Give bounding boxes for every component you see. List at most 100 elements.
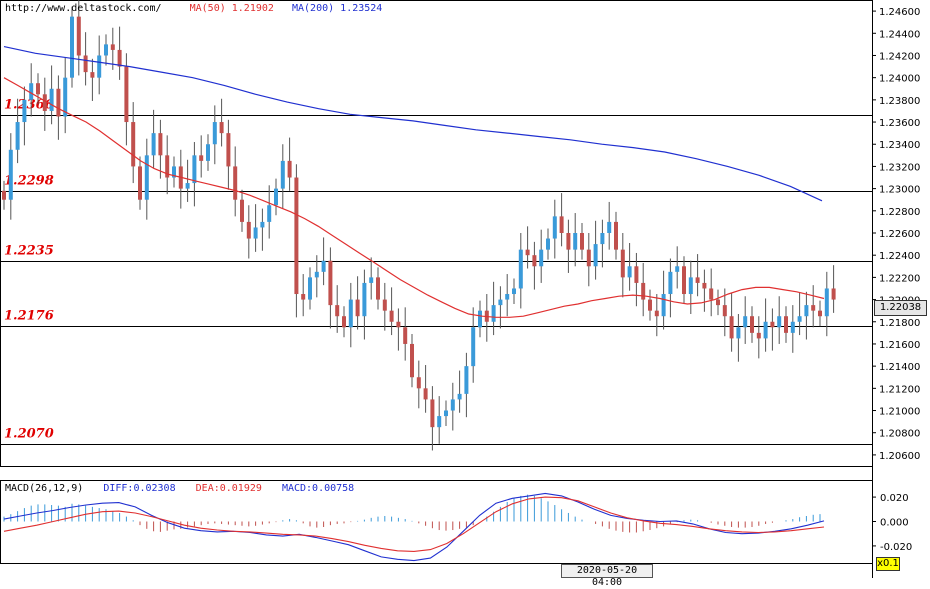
candle-109 (743, 296, 748, 344)
candle-0 (2, 180, 6, 210)
level-label-0: 1.2366 (4, 98, 54, 113)
candle-49 (335, 285, 340, 333)
candle-106 (722, 288, 727, 337)
price-tick-20: 1.20600 (879, 451, 920, 462)
candle-119 (811, 285, 816, 328)
candlesticks (2, 0, 836, 451)
candle-22 (151, 109, 156, 169)
candle-66 (450, 382, 455, 431)
candle-76 (518, 233, 523, 309)
candle-4 (29, 63, 34, 117)
price-tick-16: 1.21400 (879, 362, 920, 373)
candle-88 (600, 219, 605, 268)
candle-53 (362, 269, 367, 340)
candle-67 (457, 370, 462, 413)
candle-93 (634, 252, 639, 307)
candle-54 (369, 257, 374, 300)
moving-average-lines (3, 46, 825, 318)
candle-33 (226, 119, 231, 190)
candle-51 (348, 282, 353, 348)
candle-87 (593, 220, 598, 280)
candle-81 (552, 199, 557, 259)
candle-34 (233, 146, 238, 217)
candle-104 (709, 268, 714, 317)
candle-85 (580, 223, 584, 260)
price-tick-5: 1.23600 (879, 118, 920, 129)
candle-23 (158, 119, 163, 179)
candle-113 (770, 308, 775, 351)
price-tick-1: 1.24400 (879, 29, 920, 40)
candle-110 (750, 306, 754, 343)
candle-47 (321, 237, 326, 286)
candle-100 (682, 256, 686, 305)
candle-60 (410, 333, 414, 388)
candle-39 (267, 185, 272, 239)
candle-42 (287, 137, 292, 191)
candle-97 (661, 270, 666, 330)
dea-line (3, 496, 825, 552)
candle-8 (56, 75, 61, 140)
candle-24 (165, 135, 170, 195)
candle-80 (546, 228, 550, 260)
candle-40 (274, 178, 278, 216)
candle-44 (301, 274, 306, 317)
candle-114 (777, 296, 782, 344)
candle-64 (437, 396, 442, 444)
candle-86 (586, 233, 591, 287)
level-label-1: 1.2298 (4, 174, 54, 189)
candle-82 (559, 193, 564, 247)
candle-98 (668, 258, 673, 318)
candle-105 (716, 289, 720, 316)
candle-32 (219, 98, 224, 147)
crosshair-date-label: 2020-05-20 04:00 (561, 564, 653, 588)
candle-120 (818, 300, 822, 327)
candle-3 (22, 86, 27, 146)
candle-65 (444, 400, 448, 427)
candle-25 (172, 156, 176, 188)
candle-43 (294, 164, 299, 318)
candle-122 (831, 265, 836, 313)
candle-21 (144, 138, 149, 220)
candle-61 (416, 360, 421, 409)
candle-92 (627, 242, 632, 291)
level-label-3: 1.2176 (4, 309, 54, 324)
macd-dea: DEA:0.01929 (195, 483, 262, 494)
candle-38 (260, 208, 265, 251)
candle-115 (784, 306, 788, 343)
candle-117 (797, 292, 802, 336)
price-tick-4: 1.23800 (879, 96, 920, 107)
candle-28 (192, 142, 197, 207)
macd-tick-1: 0.000 (880, 518, 909, 529)
macd-diff: DIFF:0.02308 (103, 483, 176, 494)
price-tick-9: 1.22800 (879, 207, 920, 218)
candle-95 (648, 289, 652, 321)
macd-axis: 0.020 0.000 -0.020 (872, 493, 912, 553)
candle-20 (138, 156, 142, 210)
source-url[interactable]: http://www.deltastock.com/ (5, 3, 162, 14)
candle-52 (355, 276, 360, 330)
candle-14 (97, 35, 102, 95)
candle-46 (314, 255, 319, 298)
candle-13 (90, 58, 95, 101)
price-tick-10: 1.22600 (879, 229, 920, 240)
price-tick-19: 1.20800 (879, 429, 920, 440)
price-tick-18: 1.21000 (879, 407, 920, 418)
macd-value: MACD:0.00758 (281, 483, 355, 494)
macd-lines (3, 492, 825, 562)
candle-12 (83, 32, 88, 86)
zoom-button[interactable]: x0.1 (876, 557, 900, 571)
candle-116 (790, 305, 795, 353)
candle-107 (729, 292, 734, 352)
candle-45 (308, 267, 312, 310)
ma200-label: MA(200) (291, 3, 335, 14)
candle-26 (178, 149, 183, 209)
price-tick-17: 1.21200 (879, 384, 920, 395)
candle-103 (702, 269, 707, 312)
candle-62 (423, 365, 428, 413)
candle-79 (539, 229, 544, 283)
level-label-2: 1.2235 (4, 244, 54, 259)
price-tick-8: 1.23000 (879, 185, 920, 196)
candle-37 (253, 204, 258, 252)
candle-84 (573, 213, 578, 267)
